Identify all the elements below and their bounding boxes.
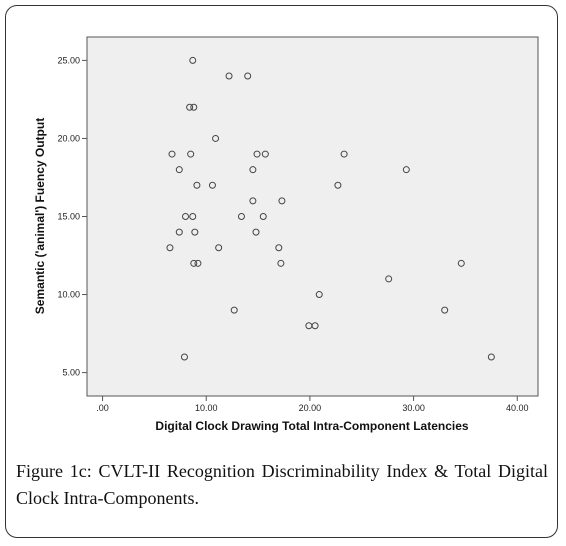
scatter-point (189, 213, 197, 220)
data-points (166, 56, 495, 361)
scatter-point (190, 259, 198, 267)
x-tick-label: .00 (96, 403, 109, 413)
scatter-point (252, 228, 260, 236)
x-tick-label: 40.00 (506, 403, 529, 413)
scatter-point (180, 353, 188, 361)
scatter-point (175, 166, 183, 174)
scatter-point (212, 134, 220, 142)
x-tick-label: 20.00 (299, 403, 322, 413)
scatter-point (249, 197, 257, 205)
scatter-point (487, 353, 495, 361)
scatter-point (278, 197, 286, 205)
scatter-point (385, 275, 393, 283)
x-axis-label: Digital Clock Drawing Total Intra-Compon… (155, 419, 468, 433)
scatter-point (249, 166, 257, 174)
scatter-point (166, 244, 174, 252)
y-tick-label: 15.00 (57, 212, 80, 222)
scatter-point (194, 259, 202, 267)
scatter-point (237, 213, 245, 220)
scatter-point (261, 150, 269, 158)
scatter-point (225, 72, 233, 80)
scatter-point (402, 166, 410, 174)
scatter-point (186, 103, 194, 111)
y-axis-label: Semantic ('animal') Fuency Output (33, 118, 47, 314)
scatter-point (259, 213, 267, 220)
y-tick-label: 5.00 (62, 368, 80, 378)
scatter-point (168, 150, 176, 158)
scatter-point (253, 150, 261, 158)
scatter-point (277, 259, 285, 267)
caption-text: CVLT-II Recognition Discriminability Ind… (16, 461, 548, 508)
y-tick-label: 10.00 (57, 290, 80, 300)
y-axis: 5.00 10.00 15.00 20.00 25.00 (57, 55, 87, 378)
scatter-point (244, 72, 252, 80)
scatter-point (334, 181, 342, 189)
scatter-point (175, 228, 183, 236)
scatter-point (311, 322, 319, 330)
y-tick-label: 20.00 (57, 133, 80, 143)
scatter-point (340, 150, 348, 158)
scatter-point (230, 306, 238, 314)
x-tick-label: 30.00 (402, 403, 425, 413)
scatter-point (208, 181, 216, 189)
scatter-point (181, 213, 189, 220)
figure-caption: Figure 1c: CVLT-II Recognition Discrimin… (16, 458, 548, 512)
x-tick-label: 10.00 (195, 403, 218, 413)
x-axis: .00 10.00 20.00 30.00 40.00 (96, 396, 529, 413)
scatter-point (187, 150, 195, 158)
scatter-point (315, 291, 323, 299)
scatter-point (441, 306, 449, 314)
scatter-point (190, 103, 198, 111)
scatter-point (457, 259, 465, 267)
scatter-point (189, 56, 197, 64)
scatter-point (193, 181, 201, 189)
caption-label: Figure 1c: (16, 461, 92, 481)
scatter-point (215, 244, 223, 252)
scatter-point (191, 228, 199, 236)
scatter-point (275, 244, 283, 252)
plot-area (86, 36, 539, 397)
y-tick-label: 25.00 (57, 55, 80, 65)
